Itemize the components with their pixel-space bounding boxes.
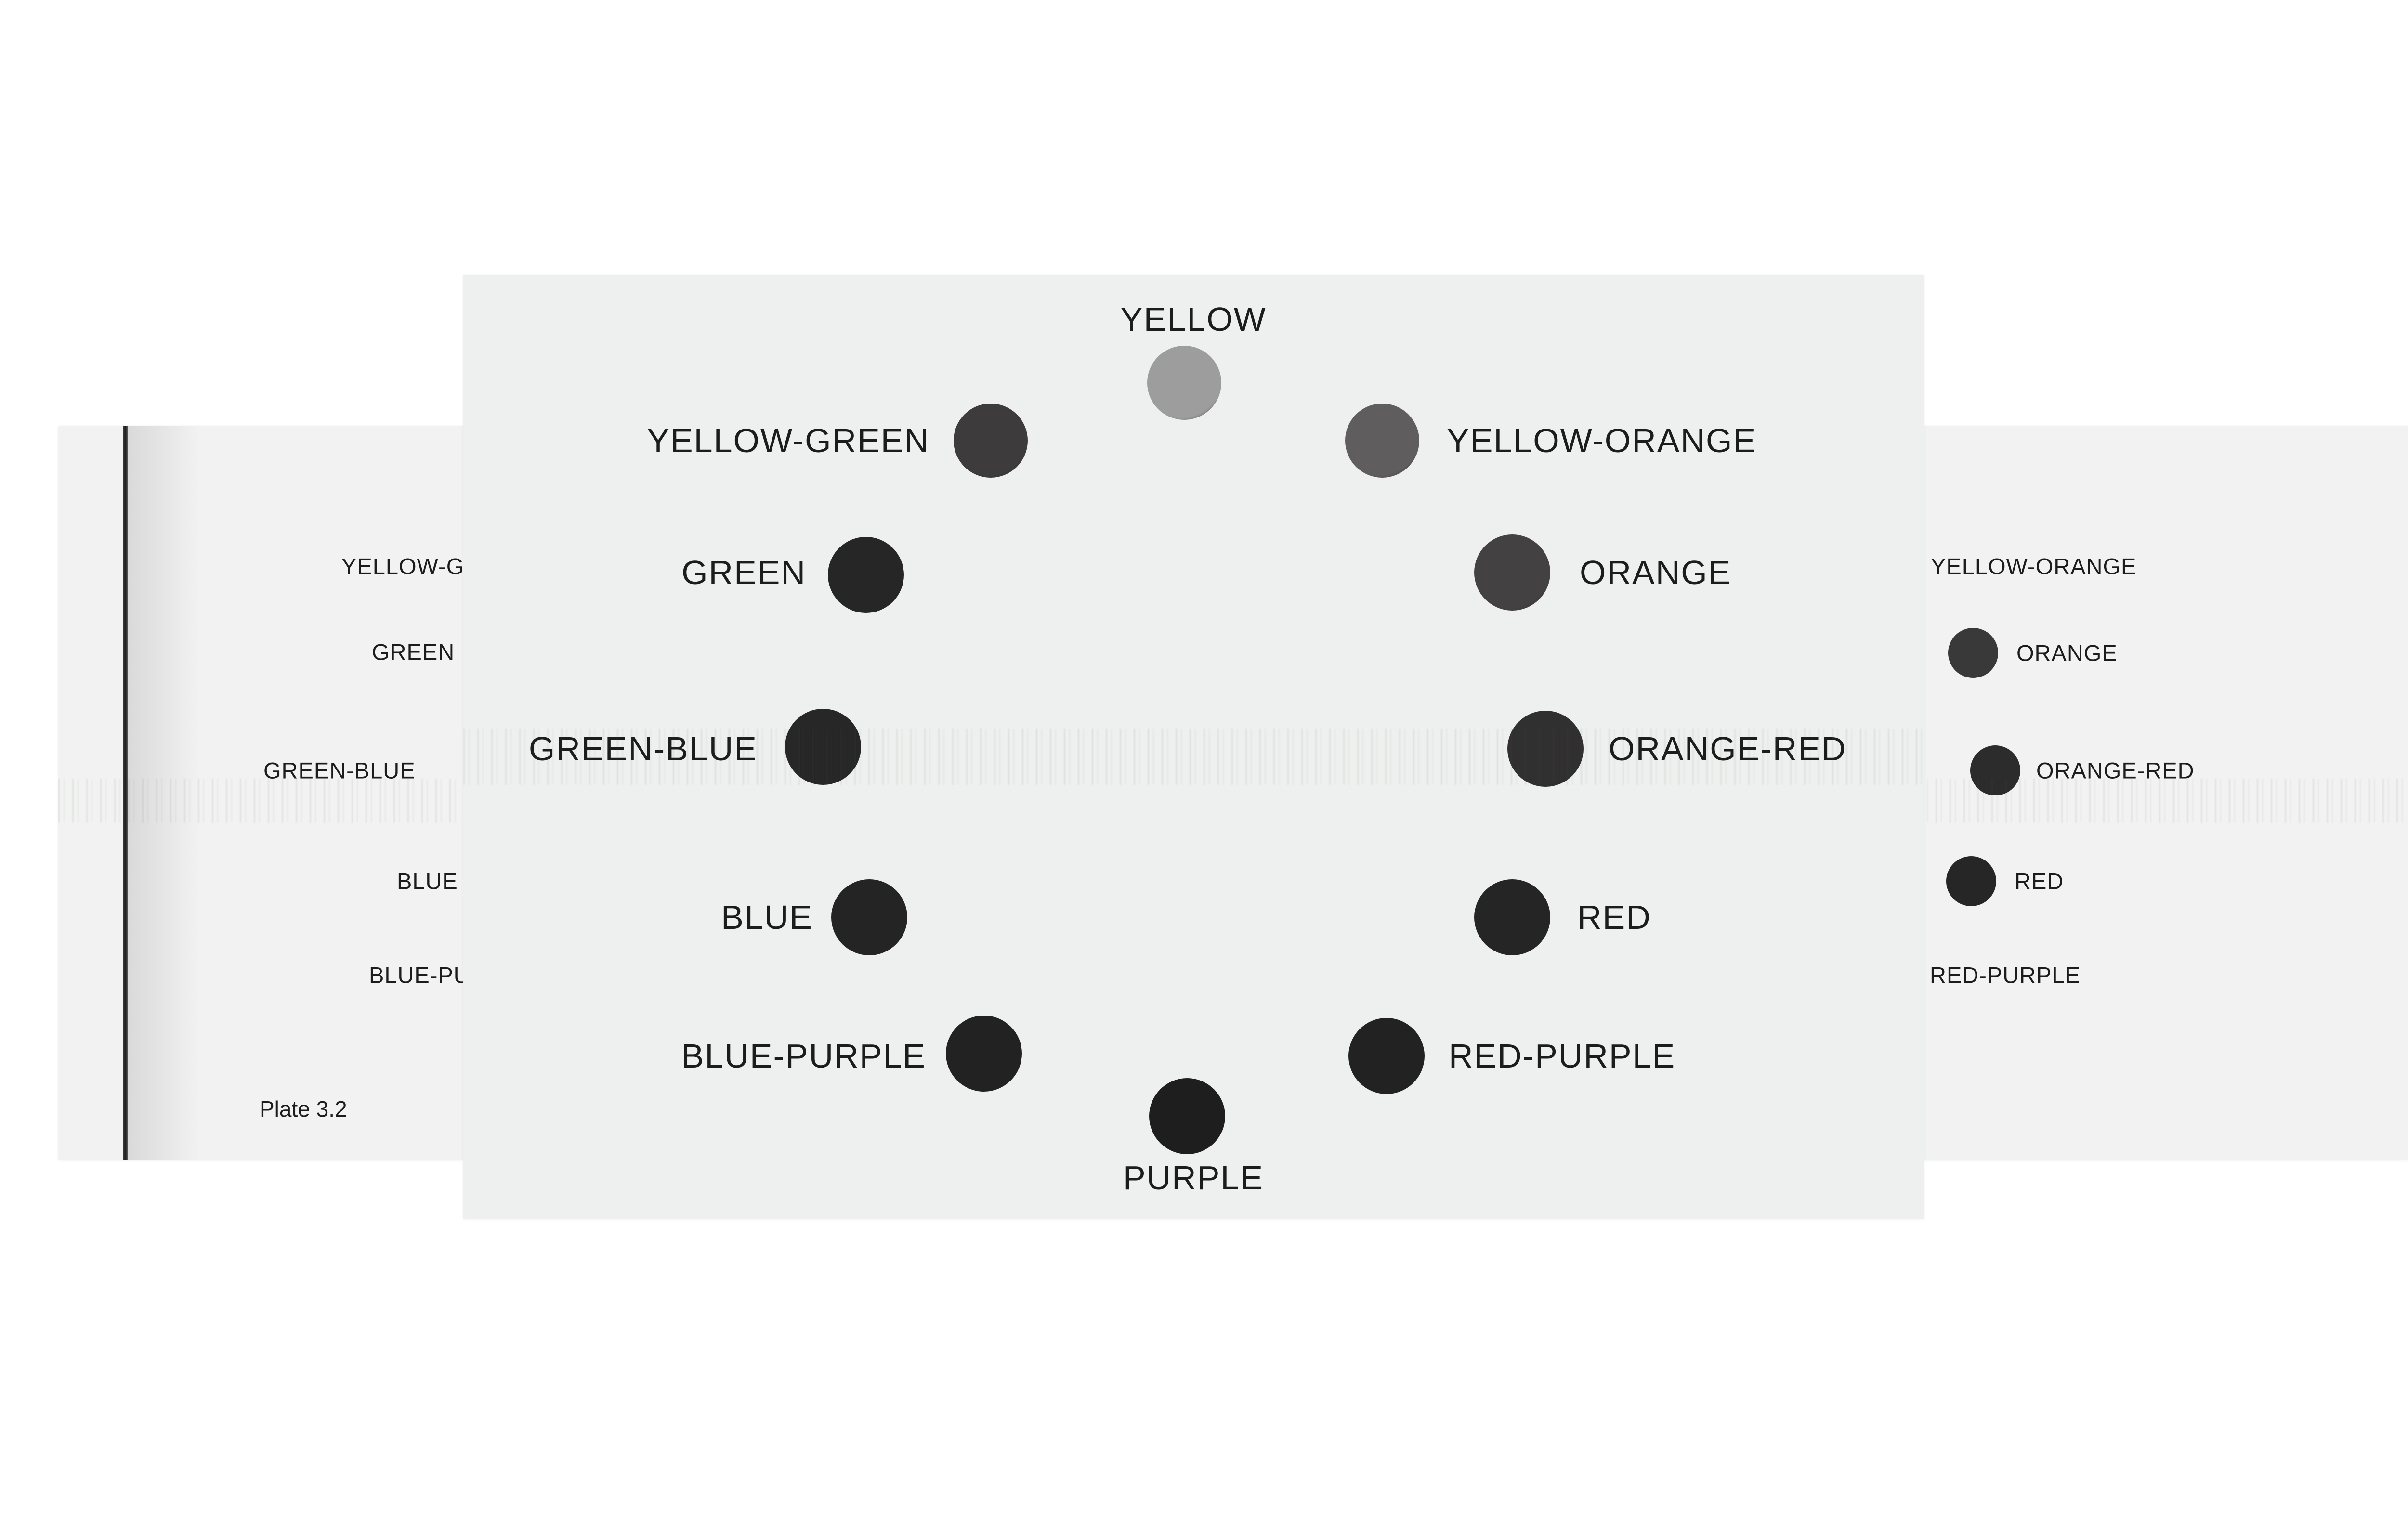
dot-yellow-orange <box>1345 404 1419 478</box>
dot-red-purple <box>1348 1018 1425 1094</box>
dot-orange <box>1474 534 1550 611</box>
label-blue-purple: BLUE-PURPLE <box>681 1037 926 1075</box>
right-label-red-purple: RED-PURPLE <box>1930 962 2081 988</box>
right-label-yellow-orange: YELLOW-ORANGE <box>1931 553 2137 579</box>
color-wheel-card: YELLOW YELLOW-ORANGE ORANGE ORANGE-RED R… <box>463 275 1924 1219</box>
label-yellow: YELLOW <box>1120 300 1267 338</box>
dot-red <box>1474 879 1550 955</box>
left-label-green: GREEN <box>372 639 455 665</box>
label-orange: ORANGE <box>1580 554 1732 591</box>
label-purple: PURPLE <box>1123 1159 1264 1197</box>
right-label-orange-red: ORANGE-RED <box>2036 757 2195 783</box>
dot-orange-red <box>1507 711 1584 787</box>
right-dot-red <box>1946 856 1996 906</box>
label-orange-red: ORANGE-RED <box>1609 730 1847 768</box>
left-plate-card: YELLOW-G GREEN GREEN-BLUE BLUE BLUE-PU P… <box>58 426 521 1160</box>
left-label-yellow-green: YELLOW-G <box>341 553 465 579</box>
label-red-purple: RED-PURPLE <box>1449 1037 1676 1075</box>
right-label-red: RED <box>2015 868 2064 894</box>
right-dot-orange <box>1948 628 1998 678</box>
left-label-green-blue: GREEN-BLUE <box>263 757 416 783</box>
label-blue: BLUE <box>721 899 813 936</box>
label-green-blue: GREEN-BLUE <box>528 730 758 768</box>
right-dot-orange-red <box>1970 745 2020 795</box>
dot-green-blue <box>785 709 861 785</box>
label-green: GREEN <box>681 554 806 591</box>
label-red: RED <box>1577 899 1651 936</box>
binding-rule <box>123 426 128 1160</box>
dot-purple <box>1149 1078 1225 1154</box>
dot-yellow-green <box>954 404 1028 478</box>
left-label-blue-purple: BLUE-PU <box>369 962 471 988</box>
right-plate-card: YELLOW-ORANGE ORANGE ORANGE-RED RED RED-… <box>1922 426 2408 1160</box>
label-yellow-orange: YELLOW-ORANGE <box>1447 422 1757 459</box>
label-yellow-green: YELLOW-GREEN <box>647 422 929 459</box>
left-label-blue: BLUE <box>397 868 458 894</box>
dot-blue-purple <box>946 1016 1022 1092</box>
right-label-orange: ORANGE <box>2016 640 2118 666</box>
dot-yellow <box>1147 346 1221 420</box>
binding-shadow <box>128 426 200 1160</box>
plate-caption: Plate 3.2 <box>260 1096 347 1121</box>
dot-blue <box>831 879 907 955</box>
dot-green <box>828 537 904 613</box>
